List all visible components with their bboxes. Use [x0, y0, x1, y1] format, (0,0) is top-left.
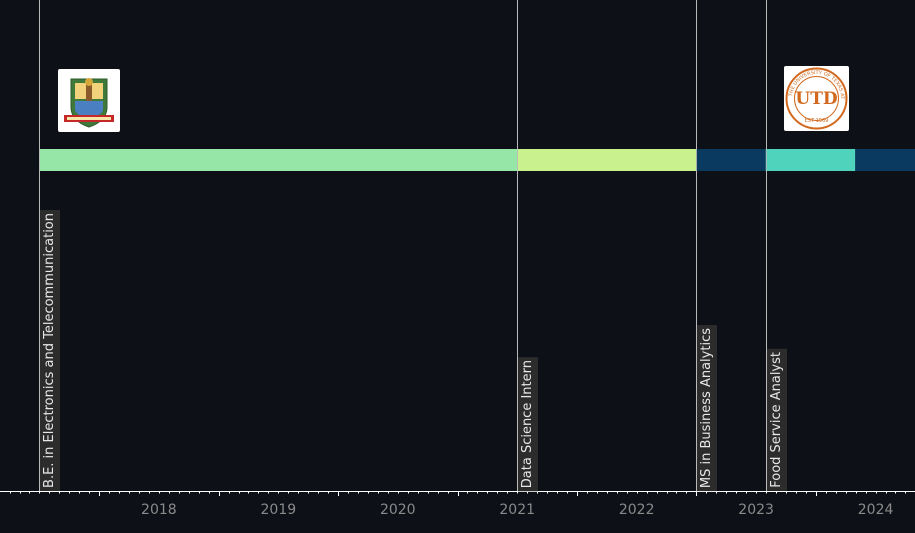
- timeline-bar: [39, 149, 518, 171]
- event-label: B.E. in Electronics and Telecommunicatio…: [40, 210, 60, 491]
- x-tick-label: 2020: [380, 502, 416, 518]
- university-crest-logo: [58, 69, 120, 132]
- x-tick-label: 2023: [738, 502, 774, 518]
- event-label: MS in Business Analytics: [697, 325, 717, 492]
- timeline-bar: [696, 149, 766, 171]
- crest-icon: [64, 78, 114, 128]
- utd-letters: UTD: [795, 89, 837, 109]
- x-tick-label: 2018: [141, 502, 177, 518]
- timeline-bar: [517, 149, 697, 171]
- x-tick-label: 2021: [499, 502, 535, 518]
- event-label: Data Science Intern: [518, 357, 538, 492]
- x-tick-label: 2024: [858, 502, 894, 518]
- x-tick-label: 2019: [261, 502, 297, 518]
- utd-est-text: EST 1969: [805, 118, 829, 124]
- x-tick-label: 2022: [619, 502, 655, 518]
- utd-seal-icon: THE UNIVERSITY OF TEXAS AT DALLAS UTD ES…: [782, 62, 848, 130]
- utd-logo: THE UNIVERSITY OF TEXAS AT DALLAS UTD ES…: [782, 62, 849, 131]
- timeline-bar: [765, 149, 856, 171]
- timeline-bar: [855, 149, 915, 171]
- event-label: Food Service Analyst: [767, 349, 787, 491]
